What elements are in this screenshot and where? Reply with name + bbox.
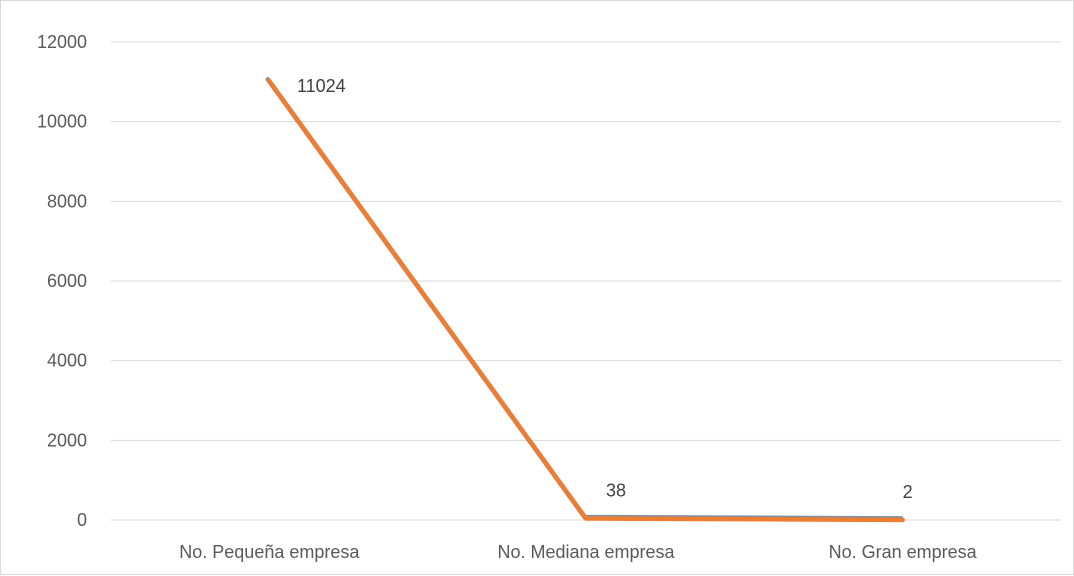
data-label: 38	[606, 480, 626, 500]
y-axis-tick-labels: 0 2000 4000 6000 8000 10000 12000	[37, 32, 87, 530]
x-category-label: No. Gran empresa	[829, 542, 978, 562]
y-tick-label: 12000	[37, 32, 87, 52]
y-tick-label: 2000	[47, 430, 87, 450]
series-line	[269, 81, 902, 520]
y-tick-label: 10000	[37, 112, 87, 132]
y-tick-label: 0	[77, 510, 87, 530]
y-tick-label: 6000	[47, 271, 87, 291]
y-tick-label: 8000	[47, 191, 87, 211]
x-category-label: No. Mediana empresa	[497, 542, 675, 562]
x-category-label: No. Pequeña empresa	[179, 542, 360, 562]
data-label: 2	[903, 482, 913, 502]
series-lines	[268, 79, 903, 520]
y-tick-label: 4000	[47, 351, 87, 371]
data-labels: 11024 38 2	[297, 76, 913, 502]
gridlines	[111, 42, 1061, 520]
series-line-shadow	[268, 79, 901, 518]
data-label: 11024	[297, 76, 346, 96]
x-axis-category-labels: No. Pequeña empresa No. Mediana empresa No…	[179, 542, 977, 562]
